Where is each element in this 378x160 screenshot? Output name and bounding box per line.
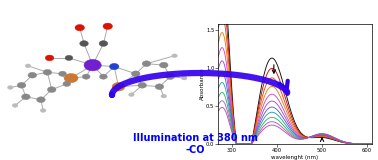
Circle shape xyxy=(138,82,147,88)
Circle shape xyxy=(181,76,187,80)
Circle shape xyxy=(155,84,164,90)
Circle shape xyxy=(37,97,45,103)
Text: -CO: -CO xyxy=(185,145,205,155)
Circle shape xyxy=(63,81,71,86)
Circle shape xyxy=(99,41,108,46)
Circle shape xyxy=(47,87,56,92)
Circle shape xyxy=(80,41,88,46)
Circle shape xyxy=(59,71,67,76)
Circle shape xyxy=(129,93,134,96)
Circle shape xyxy=(110,63,119,70)
Circle shape xyxy=(166,74,175,80)
Circle shape xyxy=(28,72,37,78)
Circle shape xyxy=(43,69,52,75)
Circle shape xyxy=(160,62,168,68)
Text: Illumination at 380 nm: Illumination at 380 nm xyxy=(133,133,257,143)
Y-axis label: Absorbance: Absorbance xyxy=(200,68,204,100)
Circle shape xyxy=(8,86,13,89)
Circle shape xyxy=(45,55,54,61)
Circle shape xyxy=(17,82,26,88)
Circle shape xyxy=(22,94,30,100)
Circle shape xyxy=(112,82,125,91)
Circle shape xyxy=(172,54,177,58)
Circle shape xyxy=(75,24,84,31)
Circle shape xyxy=(25,64,31,68)
Circle shape xyxy=(132,71,140,77)
Circle shape xyxy=(99,74,107,79)
Circle shape xyxy=(65,55,73,60)
Circle shape xyxy=(40,109,46,112)
X-axis label: wavelenght (nm): wavelenght (nm) xyxy=(271,155,319,160)
Circle shape xyxy=(84,59,101,71)
Circle shape xyxy=(103,23,113,29)
Circle shape xyxy=(82,74,90,79)
Circle shape xyxy=(64,73,78,83)
Circle shape xyxy=(142,61,151,67)
Circle shape xyxy=(12,104,18,107)
Circle shape xyxy=(161,94,167,98)
